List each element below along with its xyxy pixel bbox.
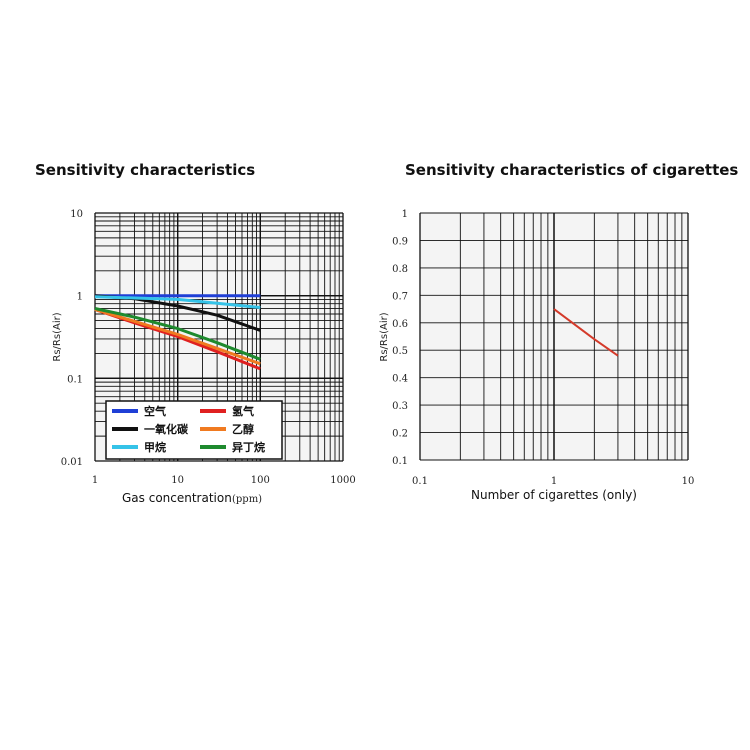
left-y-axis-label: Rs/Rs(Air) [52, 312, 63, 361]
right-y-tick-label: 0.9 [392, 236, 408, 247]
right-x-tick-label: 1 [551, 476, 557, 487]
right-y-tick-label: 0.3 [392, 401, 408, 412]
left-x-tick-label: 1 [92, 475, 98, 486]
right-series-line-0 [553, 308, 619, 357]
right-y-tick-label: 0.5 [392, 346, 408, 357]
left-legend-label-5: 异丁烷 [232, 440, 265, 454]
right-x-axis-label: Number of cigarettes (only) [471, 488, 637, 502]
left-y-tick-label: 1 [77, 292, 83, 303]
left-legend-label-3: 乙醇 [232, 422, 254, 436]
left-legend-label-2: 一氧化碳 [144, 422, 189, 436]
right-y-axis-label: Rs/Rs(Air) [379, 312, 390, 361]
left-legend-label-4: 甲烷 [144, 440, 166, 454]
right-y-tick-label: 0.4 [392, 374, 408, 385]
left-series-line-3 [94, 308, 261, 366]
right-chart-title: Sensitivity characteristics of cigarette… [405, 161, 739, 179]
left-x-tick-label: 10 [171, 475, 184, 486]
right-y-tick-label: 1 [402, 209, 408, 220]
left-chart-title: Sensitivity characteristics [35, 161, 256, 179]
left-y-tick-label: 10 [70, 209, 83, 220]
left-legend-label-1: 氢气 [232, 404, 254, 418]
right-y-tick-label: 0.2 [392, 429, 408, 440]
left-legend-label-0: 空气 [144, 404, 166, 418]
left-x-axis-label: Gas concentration [122, 491, 232, 505]
right-x-tick-label: 10 [682, 476, 695, 487]
left-x-tick-label: 100 [251, 475, 270, 486]
right-y-tick-label: 0.8 [392, 264, 408, 275]
left-x-tick-label: 1000 [330, 475, 355, 486]
right-x-tick-label: 0.1 [412, 476, 428, 487]
right-y-tick-label: 0.6 [392, 319, 408, 330]
right-y-tick-label: 0.7 [392, 291, 408, 302]
left-series-line-4 [94, 295, 261, 309]
left-y-tick-label: 0.1 [67, 374, 83, 385]
left-x-axis-unit: (ppm) [232, 494, 262, 505]
left-y-tick-label: 0.01 [61, 457, 83, 468]
left-series-line-5 [94, 307, 261, 361]
right-y-tick-label: 0.1 [392, 456, 408, 467]
